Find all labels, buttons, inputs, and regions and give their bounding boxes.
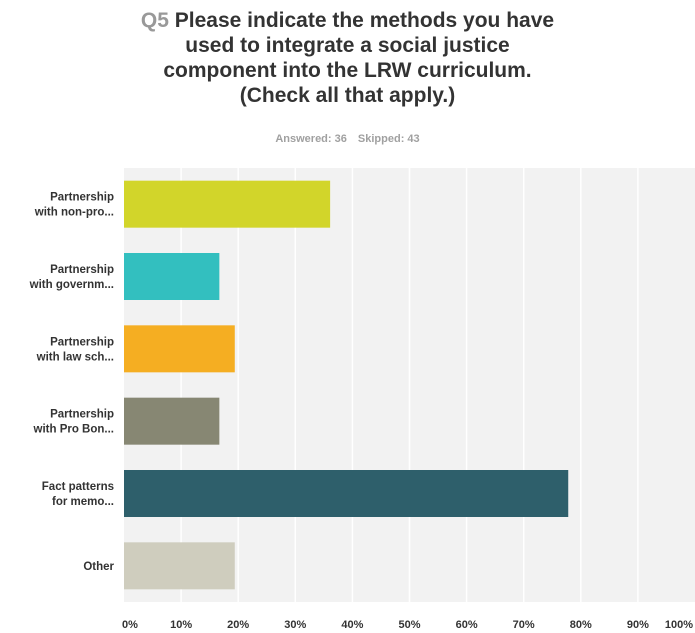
category-label: with Pro Bon...	[33, 424, 115, 436]
x-tick-labels: 0% 10% 20% 30% 40% 50% 60% 70% 80% 90% 100%	[122, 619, 693, 631]
x-tick-label: 20%	[227, 619, 249, 631]
x-tick-label: 100%	[665, 619, 693, 631]
title-line-1: Q5 Please indicate the methods you have	[0, 8, 695, 33]
category-label: Partnership	[50, 336, 114, 348]
title-line-3: component into the LRW curriculum.	[163, 59, 532, 82]
category-label: Partnership	[50, 264, 114, 276]
bar	[124, 325, 235, 373]
title-line-2: used to integrate a social justice	[185, 34, 510, 57]
x-tick-label: 30%	[284, 619, 306, 631]
x-tick-label: 0%	[122, 619, 138, 631]
category-label: Partnership	[50, 409, 114, 421]
bar	[124, 180, 331, 228]
x-tick-label: 60%	[456, 619, 478, 631]
category-labels: Partnership with non-pro... Partnership wit…	[29, 192, 115, 573]
x-tick-label: 90%	[627, 619, 649, 631]
skipped-count: Skipped: 43	[357, 133, 420, 145]
bar	[124, 397, 220, 445]
response-stats: Answered: 36 Skipped: 43	[0, 133, 695, 145]
x-tick-label: 50%	[398, 619, 420, 631]
gridlines	[180, 168, 639, 602]
title-text-1: Please indicate the methods you have	[174, 9, 555, 32]
category-label: with non-pro...	[34, 207, 114, 219]
bar	[124, 470, 569, 517]
title-line-4: (Check all that apply.)	[239, 84, 456, 107]
x-tick-label: 70%	[513, 619, 535, 631]
category-label: Other	[83, 561, 114, 573]
category-label: Fact patterns	[42, 481, 114, 493]
category-label: with governm...	[29, 279, 114, 291]
x-tick-label: 80%	[570, 619, 592, 631]
bars	[124, 180, 569, 590]
answered-count: Answered: 36	[275, 133, 347, 145]
category-label: for memo...	[52, 496, 114, 508]
bar	[124, 542, 235, 590]
x-tick-label: 10%	[170, 619, 192, 631]
category-label: with law sch...	[36, 351, 114, 363]
question-number: Q5	[140, 9, 169, 32]
bar	[124, 253, 220, 300]
x-tick-label: 40%	[341, 619, 363, 631]
category-label: Partnership	[50, 192, 114, 204]
chart-title: Q5 Please indicate the methods you have …	[0, 8, 695, 108]
